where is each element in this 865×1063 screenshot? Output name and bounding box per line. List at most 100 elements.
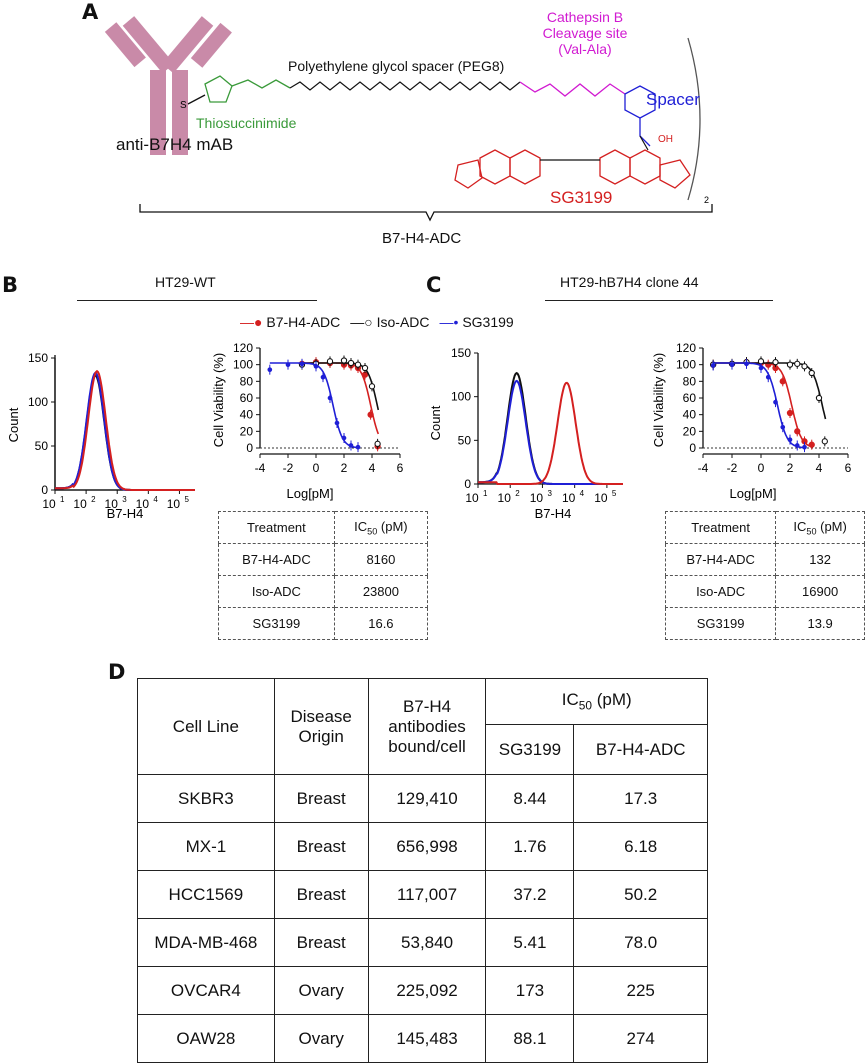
y-tick-label: 40 xyxy=(683,408,697,422)
table-cell: SKBR3 xyxy=(137,774,275,823)
c-curve-ylabel: Cell Viability (%) xyxy=(651,353,666,447)
c-cell: 13.9 xyxy=(775,607,865,640)
x-tick-label: 10 xyxy=(42,497,56,511)
x-tick-label: 6 xyxy=(397,461,404,475)
curve-iso-adc xyxy=(713,362,827,420)
panel-c-title: HT29-hB7H4 clone 44 xyxy=(560,274,699,290)
sulfur-atom: S xyxy=(180,100,187,111)
y-tick-label: 100 xyxy=(28,395,48,409)
y-tick-label: 120 xyxy=(233,341,253,355)
y-tick-label: 100 xyxy=(233,358,253,372)
adc-structure-diagram: S OH 2 xyxy=(104,16,713,222)
curve-sg3199 xyxy=(269,362,359,449)
table-row: B7-H4-ADC 8160 xyxy=(218,543,429,576)
point-sg3199 xyxy=(341,435,347,441)
table-cell: OVCAR4 xyxy=(137,966,275,1015)
point-sg3199 xyxy=(773,399,778,405)
point-sg3199 xyxy=(267,367,273,373)
c-cell: Iso-ADC xyxy=(664,575,777,608)
x-tick-label: 2 xyxy=(341,461,348,475)
x-tick-exponent: 5 xyxy=(184,495,189,504)
table-cell: MX-1 xyxy=(137,822,275,871)
b-cell: 16.6 xyxy=(333,607,429,640)
table-cell: 78.0 xyxy=(573,918,708,967)
table-row: Iso-ADC 23800 xyxy=(218,575,429,608)
x-tick-exponent: 4 xyxy=(153,495,158,504)
x-tick-exponent: 2 xyxy=(515,489,520,498)
panel-label-d: D xyxy=(108,660,126,684)
x-tick-label: 10 xyxy=(530,491,544,505)
table-cell: 225,092 xyxy=(367,966,487,1015)
adc-label: B7-H4-ADC xyxy=(382,230,462,247)
table-cell: Breast xyxy=(273,774,369,823)
c-cell: SG3199 xyxy=(664,607,777,640)
hist-series-sg3199 xyxy=(478,379,623,485)
panel-b-title: HT29-WT xyxy=(155,274,216,290)
hist-series-b7-h4 xyxy=(478,381,623,485)
point-sg3199 xyxy=(327,395,333,401)
legend-iso: —○ Iso-ADC xyxy=(350,314,430,330)
b-th-ic50: IC50 (pM) xyxy=(333,511,429,544)
d-th-bound: B7-H4 antibodies bound/cell xyxy=(367,678,487,775)
y-tick-label: 100 xyxy=(451,390,471,404)
table-row: MX-1 Breast 656,998 1.76 6.18 xyxy=(137,822,708,871)
x-tick-label: 2 xyxy=(787,461,794,475)
b-cell: SG3199 xyxy=(218,607,335,640)
c-cell: 132 xyxy=(775,543,865,576)
table-cell: Breast xyxy=(273,870,369,919)
table-cell: 129,410 xyxy=(367,774,487,823)
pab-ring xyxy=(624,85,656,119)
cathepsin-line-3: (Val-Ala) xyxy=(558,41,612,57)
x-tick-label: -4 xyxy=(698,461,709,475)
point-iso-adc xyxy=(368,383,376,390)
table-cell: 50.2 xyxy=(573,870,708,919)
b-hist-xlabel: B7-H4 xyxy=(107,506,144,520)
table-cell: MDA-MB-468 xyxy=(137,918,275,967)
c-curve-xlabel: Log[pM] xyxy=(730,486,777,501)
x-tick-exponent: 3 xyxy=(122,495,127,504)
table-cell: 117,007 xyxy=(367,870,487,919)
table-row: Iso-ADC 16900 xyxy=(664,575,865,608)
table-row: SG3199 16.6 xyxy=(218,607,429,640)
x-tick-label: 4 xyxy=(369,461,376,475)
x-tick-label: 0 xyxy=(313,461,320,475)
spacer-label: Spacer xyxy=(646,90,700,109)
point-sg3199 xyxy=(299,361,305,367)
x-tick-label: 4 xyxy=(816,461,823,475)
b-cell: B7-H4-ADC xyxy=(218,543,335,576)
x-tick-exponent: 4 xyxy=(580,489,585,498)
y-tick-label: 0 xyxy=(689,441,696,455)
point-sg3199 xyxy=(348,443,354,448)
table-cell: 1.76 xyxy=(485,822,575,871)
x-tick-label: 6 xyxy=(845,461,852,475)
table-cell: 145,483 xyxy=(367,1014,487,1063)
table-cell: 274 xyxy=(573,1014,708,1063)
x-tick-label: 10 xyxy=(167,497,181,511)
x-tick-label: 10 xyxy=(105,497,119,511)
x-tick-exponent: 1 xyxy=(483,489,488,498)
legend-adc: —● B7-H4-ADC xyxy=(240,314,341,330)
d-th-adc: B7-H4-ADC xyxy=(573,724,708,775)
table-row: HCC1569 Breast 117,007 37.2 50.2 xyxy=(137,870,708,919)
repeat-subscript: 2 xyxy=(704,195,709,205)
y-tick-label: 0 xyxy=(464,477,471,491)
x-tick-label: -2 xyxy=(727,461,738,475)
table-cell: 656,998 xyxy=(367,822,487,871)
thiosuccinimide-linker xyxy=(187,75,291,105)
table-cell: Breast xyxy=(273,918,369,967)
point-b7-h4-adc xyxy=(794,428,801,435)
x-tick-label: 10 xyxy=(73,497,87,511)
mab-label: anti-B7H4 mAB xyxy=(116,135,234,154)
table-cell: 17.3 xyxy=(573,774,708,823)
table-row: MDA-MB-468 Breast 53,840 5.41 78.0 xyxy=(137,918,708,967)
y-tick-label: 50 xyxy=(35,439,49,453)
peg-label: Polyethylene glycol spacer (PEG8) xyxy=(288,58,505,74)
table-cell: Breast xyxy=(273,822,369,871)
b-th-treatment: Treatment xyxy=(218,511,335,544)
y-tick-label: 60 xyxy=(683,391,697,405)
y-tick-label: 50 xyxy=(458,433,472,447)
point-iso-adc xyxy=(808,369,815,377)
y-tick-label: 150 xyxy=(451,346,471,360)
val-ala-chain xyxy=(519,81,626,97)
c-hist-xlabel: B7-H4 xyxy=(535,506,572,520)
